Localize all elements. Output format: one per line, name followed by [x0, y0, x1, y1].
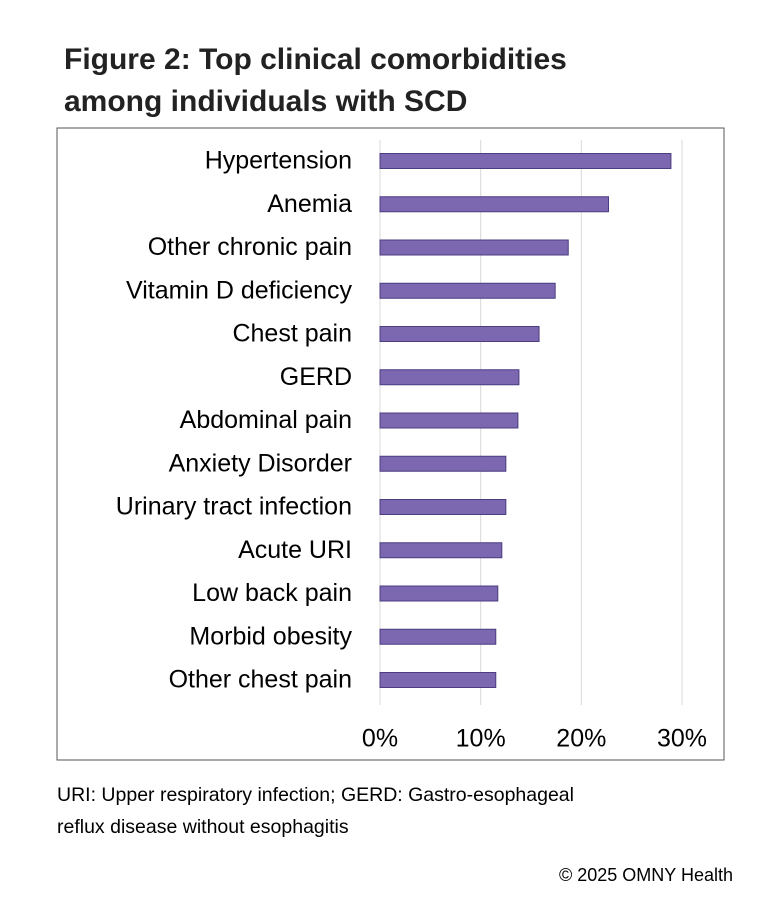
y-tick-label: Other chronic pain	[148, 233, 352, 261]
x-tick-label: 0%	[362, 725, 398, 753]
y-tick-label: Hypertension	[205, 147, 352, 175]
y-tick-label: Low back pain	[192, 579, 352, 607]
x-tick-label: 10%	[456, 725, 506, 753]
y-tick-label: Other chest pain	[169, 666, 352, 694]
chart-title: among individuals with SCD	[64, 85, 467, 118]
bar	[379, 282, 556, 299]
x-tick-label: 30%	[657, 725, 707, 753]
y-tick-label: GERD	[280, 363, 352, 391]
bar	[379, 542, 503, 559]
bar	[379, 455, 507, 472]
x-tick-label: 20%	[556, 725, 606, 753]
bar	[379, 239, 569, 256]
y-tick-label: Chest pain	[232, 320, 352, 348]
footnote: URI: Upper respiratory infection; GERD: …	[57, 784, 574, 806]
y-tick-label: Anxiety Disorder	[169, 449, 352, 477]
bar	[379, 326, 540, 342]
credit: © 2025 OMNY Health	[559, 865, 733, 885]
y-tick-label: Anemia	[267, 190, 352, 218]
bar	[379, 585, 499, 602]
bar	[379, 153, 672, 169]
bar	[379, 672, 497, 688]
y-tick-label: Vitamin D deficiency	[126, 276, 353, 304]
chart-title: Figure 2: Top clinical comorbidities	[64, 43, 567, 76]
bar	[379, 369, 520, 386]
chart-frame	[56, 127, 725, 761]
bar	[379, 499, 507, 515]
y-tick-label: Urinary tract infection	[116, 493, 352, 521]
y-tick-label: Acute URI	[238, 536, 352, 564]
bar	[379, 628, 497, 645]
bar	[379, 412, 519, 429]
bar	[379, 196, 610, 213]
y-tick-label: Morbid obesity	[189, 622, 352, 650]
footnote: reflux disease without esophagitis	[57, 816, 349, 838]
y-tick-label: Abdominal pain	[180, 406, 352, 434]
